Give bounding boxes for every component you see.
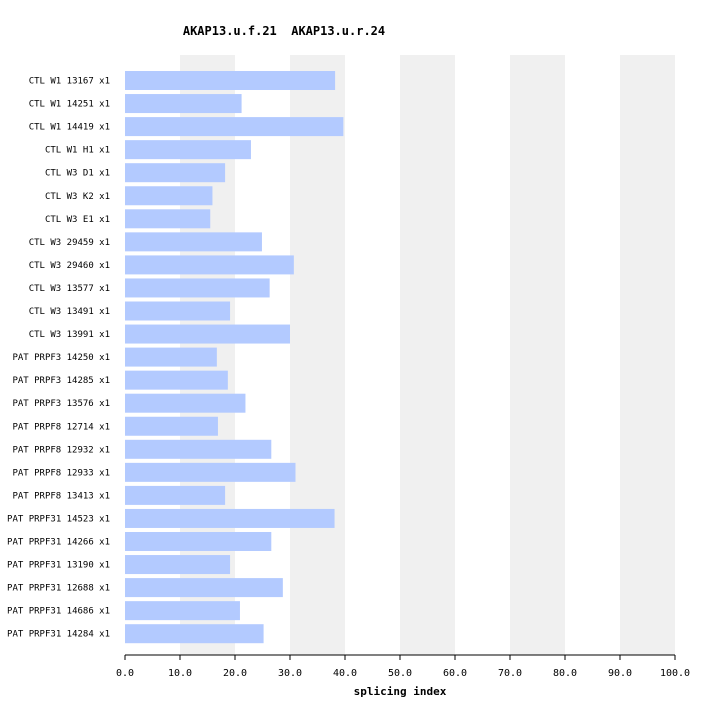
x-axis-title: splicing index [354, 685, 447, 698]
x-tick-label: 90.0 [608, 668, 632, 679]
category-label: PAT PRPF31 14266 x1 [7, 538, 110, 548]
x-tick-label: 60.0 [443, 668, 467, 679]
x-tick-label: 50.0 [388, 668, 412, 679]
bar [125, 255, 294, 275]
category-label: PAT PRPF31 14523 x1 [7, 514, 110, 524]
bar [125, 140, 251, 160]
bar [125, 532, 272, 551]
bar [125, 462, 296, 482]
category-label: PAT PRPF31 13190 x1 [7, 561, 110, 571]
category-label: CTL W3 K2 x1 [45, 192, 110, 202]
category-label: CTL W1 14251 x1 [29, 100, 110, 110]
x-tick-label: 20.0 [223, 668, 247, 679]
bar [125, 439, 272, 459]
grid-bands [180, 55, 675, 655]
bar [125, 601, 240, 621]
bar [125, 301, 231, 321]
x-tick-label: 70.0 [498, 668, 522, 679]
bar [125, 393, 246, 413]
category-label: CTL W1 H1 x1 [45, 146, 110, 156]
x-tick-label: 10.0 [168, 668, 192, 679]
grid-band [510, 55, 565, 655]
category-label: PAT PRPF8 13413 x1 [12, 491, 110, 501]
category-label: CTL W3 13577 x1 [29, 284, 110, 294]
category-labels: CTL W1 13167 x1 CTL W1 14251 x1 CTL W1 144… [7, 77, 110, 640]
category-label: CTL W3 E1 x1 [45, 215, 110, 225]
bar [125, 416, 218, 436]
category-label: CTL W3 D1 x1 [45, 169, 110, 179]
category-label: CTL W3 29459 x1 [29, 238, 110, 248]
x-tick-label: 40.0 [333, 668, 357, 679]
bar [125, 624, 264, 644]
category-label: PAT PRPF31 14284 x1 [7, 630, 110, 640]
x-tick-label: 0.0 [116, 668, 134, 679]
bar [125, 163, 226, 183]
bar [125, 555, 231, 575]
category-label: CTL W3 13991 x1 [29, 330, 110, 340]
bar [125, 370, 228, 390]
grid-band [400, 55, 455, 655]
category-label: PAT PRPF31 12688 x1 [7, 584, 110, 594]
category-label: PAT PRPF3 13576 x1 [12, 399, 110, 409]
category-label: PAT PRPF3 14285 x1 [12, 376, 110, 386]
bar [125, 347, 217, 367]
bar [125, 508, 335, 528]
category-label: PAT PRPF8 12932 x1 [12, 445, 110, 455]
category-label: CTL W3 29460 x1 [29, 261, 110, 271]
category-label: CTL W1 13167 x1 [29, 77, 110, 87]
bar [125, 94, 242, 114]
category-label: PAT PRPF3 14250 x1 [12, 353, 110, 363]
bar [125, 117, 344, 137]
category-label: PAT PRPF31 14686 x1 [7, 607, 110, 617]
category-label: CTL W1 14419 x1 [29, 123, 110, 133]
bar [125, 278, 270, 298]
x-axis-ticks: 0.0 10.0 20.0 30.0 40.0 50.0 60.0 70.0 80.0 90.0 1… [116, 655, 690, 679]
category-label: CTL W3 13491 x1 [29, 307, 110, 317]
bar [125, 578, 283, 598]
bar [125, 232, 262, 252]
grid-band [620, 55, 675, 655]
bar [125, 324, 290, 344]
category-label: PAT PRPF8 12933 x1 [12, 468, 110, 478]
category-label: PAT PRPF8 12714 x1 [12, 422, 110, 432]
x-tick-label: 100.0 [660, 668, 690, 679]
bar [125, 186, 213, 206]
grid-band [290, 55, 345, 655]
bar [125, 71, 336, 90]
x-tick-label: 80.0 [553, 668, 577, 679]
chart-title: AKAP13.u.f.21 AKAP13.u.r.24 [183, 24, 385, 38]
bar [125, 209, 211, 229]
bar-series [125, 71, 344, 644]
x-tick-label: 30.0 [278, 668, 302, 679]
bar [125, 485, 226, 505]
